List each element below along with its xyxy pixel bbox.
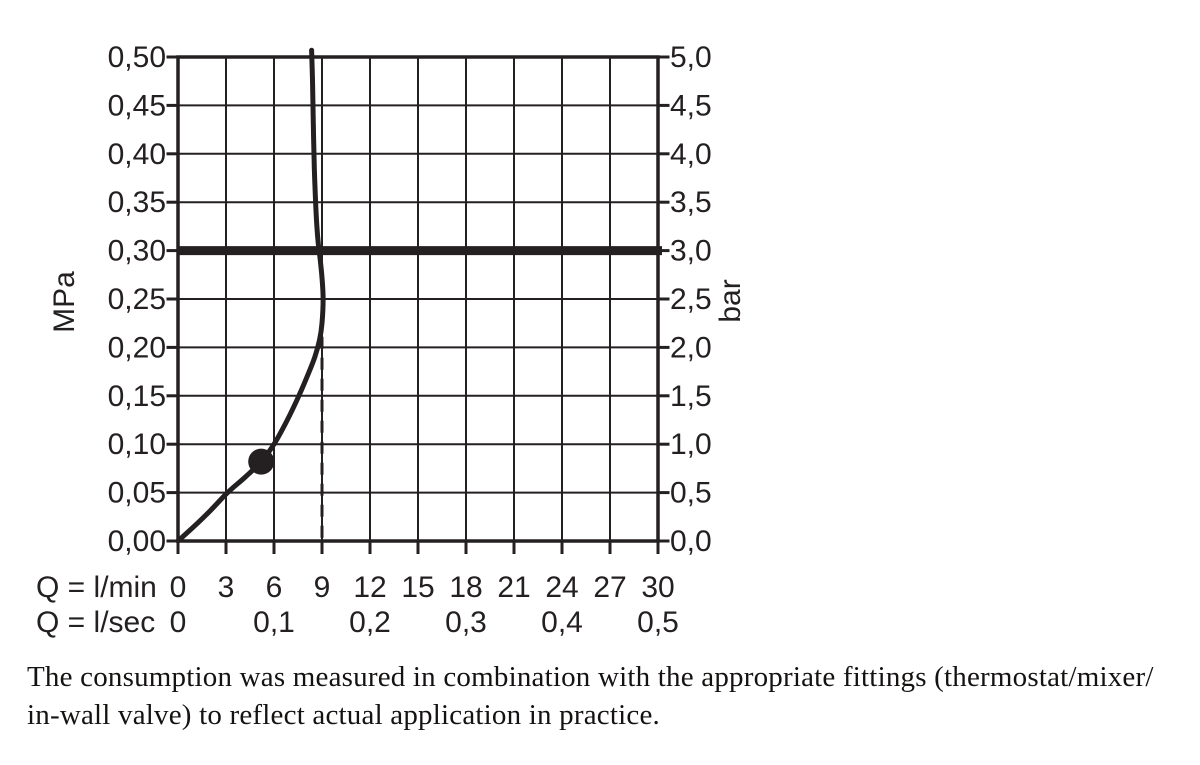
caption-line-1: The consumption was measured in combinat… bbox=[27, 661, 1154, 693]
x-lsec-tick-label: 0,4 bbox=[541, 606, 583, 639]
y-left-axis-unit: MPa bbox=[48, 271, 81, 333]
x-lmin-tick-label: 12 bbox=[353, 571, 386, 604]
x-lsec-tick-label: 0,5 bbox=[637, 606, 679, 639]
y-left-tick-label: 0,15 bbox=[108, 380, 166, 413]
y-left-tick-label: 0,00 bbox=[108, 525, 166, 558]
chart-caption: The consumption was measured in combinat… bbox=[27, 658, 1177, 734]
x-lmin-tick-label: 27 bbox=[593, 571, 626, 604]
y-right-tick-label: 1,0 bbox=[670, 428, 712, 461]
x-lmin-tick-label: 6 bbox=[266, 571, 283, 604]
y-right-tick-label: 1,5 bbox=[670, 380, 712, 413]
x-lmin-row-label: Q = l/min bbox=[36, 571, 157, 604]
x-lsec-tick-label: 0 bbox=[170, 606, 187, 639]
y-left-tick-label: 0,30 bbox=[108, 235, 166, 268]
pressure-flow-chart: 0,500,450,400,350,300,250,200,150,100,05… bbox=[36, 41, 747, 639]
y-right-tick-label: 5,0 bbox=[670, 41, 712, 74]
x-lsec-tick-label: 0,1 bbox=[253, 606, 295, 639]
x-lmin-tick-label: 15 bbox=[401, 571, 434, 604]
y-right-tick-label: 2,5 bbox=[670, 283, 712, 316]
x-lmin-tick-label: 24 bbox=[545, 571, 578, 604]
y-left-tick-label: 0,40 bbox=[108, 138, 166, 171]
y-right-tick-label: 2,0 bbox=[670, 331, 712, 364]
x-lmin-tick-label: 30 bbox=[641, 571, 674, 604]
y-left-tick-label: 0,45 bbox=[108, 89, 166, 122]
flow-rate-curve bbox=[175, 47, 326, 544]
y-right-tick-label: 4,5 bbox=[670, 89, 712, 122]
y-right-tick-label: 0,5 bbox=[670, 477, 712, 510]
y-right-tick-label: 3,5 bbox=[670, 186, 712, 219]
x-lsec-row-label: Q = l/sec bbox=[36, 606, 155, 639]
y-right-axis-unit: bar bbox=[714, 279, 747, 322]
y-left-tick-label: 0,10 bbox=[108, 428, 166, 461]
y-left-tick-label: 0,35 bbox=[108, 186, 166, 219]
x-lsec-tick-label: 0,2 bbox=[349, 606, 391, 639]
y-left-tick-label: 0,25 bbox=[108, 283, 166, 316]
caption-line-2: in-wall valve) to reflect actual applica… bbox=[27, 699, 660, 731]
x-lmin-tick-label: 3 bbox=[218, 571, 235, 604]
x-lmin-tick-label: 21 bbox=[497, 571, 530, 604]
x-lsec-tick-label: 0,3 bbox=[445, 606, 487, 639]
x-lmin-tick-label: 9 bbox=[314, 571, 331, 604]
x-lmin-tick-label: 0 bbox=[170, 571, 187, 604]
operating-point-marker bbox=[248, 448, 275, 475]
y-right-tick-label: 3,0 bbox=[670, 235, 712, 268]
y-left-tick-label: 0,50 bbox=[108, 41, 166, 74]
y-right-tick-label: 4,0 bbox=[670, 138, 712, 171]
x-lmin-tick-label: 18 bbox=[449, 571, 482, 604]
y-left-tick-label: 0,20 bbox=[108, 331, 166, 364]
y-left-tick-label: 0,05 bbox=[108, 477, 166, 510]
y-right-tick-label: 0,0 bbox=[670, 525, 712, 558]
